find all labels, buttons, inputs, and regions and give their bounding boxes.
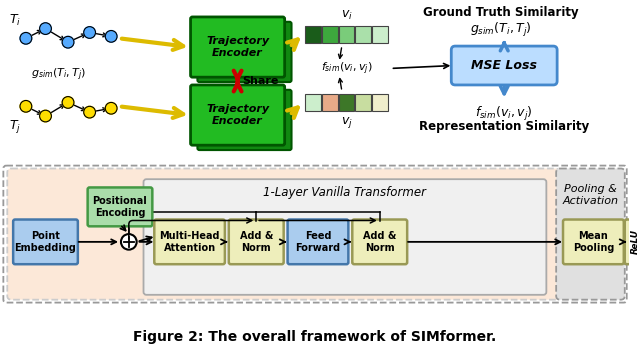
Text: $v_j$: $v_j$	[341, 115, 353, 130]
Bar	[372, 26, 388, 43]
Bar	[305, 26, 321, 43]
Text: 1-Layer Vanilla Transformer: 1-Layer Vanilla Transformer	[263, 186, 426, 199]
Text: $T_j$: $T_j$	[9, 118, 21, 135]
FancyBboxPatch shape	[7, 169, 559, 300]
FancyBboxPatch shape	[143, 179, 547, 295]
FancyBboxPatch shape	[287, 220, 348, 264]
Circle shape	[84, 106, 95, 118]
Circle shape	[62, 96, 74, 108]
Circle shape	[62, 36, 74, 48]
Text: $f_{sim}(v_i,v_j)$: $f_{sim}(v_i,v_j)$	[321, 60, 372, 77]
Circle shape	[20, 33, 32, 44]
Text: MSE Loss: MSE Loss	[471, 59, 537, 72]
Text: Trajectory
Encoder: Trajectory Encoder	[206, 36, 269, 58]
FancyBboxPatch shape	[228, 220, 284, 264]
Text: Positional
Encoding: Positional Encoding	[93, 196, 147, 218]
Text: $T_i$: $T_i$	[9, 13, 21, 28]
FancyBboxPatch shape	[352, 220, 407, 264]
FancyBboxPatch shape	[197, 22, 291, 82]
FancyBboxPatch shape	[88, 187, 152, 226]
Bar	[322, 94, 337, 111]
Circle shape	[40, 110, 51, 122]
Circle shape	[20, 101, 32, 112]
Bar	[355, 94, 371, 111]
Text: Point
Embedding: Point Embedding	[15, 231, 76, 253]
FancyBboxPatch shape	[191, 17, 285, 77]
Text: $f_{sim}(v_i,v_j)$: $f_{sim}(v_i,v_j)$	[476, 105, 533, 123]
Text: Add &
Norm: Add & Norm	[363, 231, 396, 253]
Bar	[355, 26, 371, 43]
Text: ReLU: ReLU	[631, 229, 640, 254]
Text: Multi-Head
Attention: Multi-Head Attention	[159, 231, 220, 253]
Text: Pooling &
Activation: Pooling & Activation	[563, 184, 618, 206]
Circle shape	[40, 23, 51, 34]
Circle shape	[84, 27, 95, 38]
Text: $g_{sim}(T_i,T_j)$: $g_{sim}(T_i,T_j)$	[470, 21, 532, 39]
Circle shape	[106, 102, 117, 114]
Circle shape	[106, 31, 117, 42]
Text: Trajectory
Encoder: Trajectory Encoder	[206, 104, 269, 126]
Text: Share: Share	[243, 76, 279, 86]
Text: Ground Truth Similarity: Ground Truth Similarity	[424, 6, 579, 19]
FancyBboxPatch shape	[451, 46, 557, 85]
Bar	[339, 94, 355, 111]
FancyBboxPatch shape	[197, 90, 291, 150]
FancyBboxPatch shape	[13, 220, 78, 264]
Text: $g_{sim}(T_i,T_j)$: $g_{sim}(T_i,T_j)$	[31, 67, 86, 83]
FancyBboxPatch shape	[154, 220, 225, 264]
FancyBboxPatch shape	[625, 220, 640, 264]
Circle shape	[121, 234, 137, 249]
Text: $v_i$: $v_i$	[341, 9, 353, 22]
Text: Figure 2: The overall framework of SIMformer.: Figure 2: The overall framework of SIMfo…	[133, 330, 497, 344]
Text: Feed
Forward: Feed Forward	[296, 231, 340, 253]
Text: Add &
Norm: Add & Norm	[239, 231, 273, 253]
Bar	[339, 26, 355, 43]
Bar	[372, 94, 388, 111]
FancyBboxPatch shape	[556, 169, 625, 300]
Bar	[322, 26, 337, 43]
Text: Representation Similarity: Representation Similarity	[419, 120, 589, 133]
FancyBboxPatch shape	[191, 85, 285, 145]
Bar	[305, 94, 321, 111]
Text: Mean
Pooling: Mean Pooling	[573, 231, 614, 253]
FancyBboxPatch shape	[563, 220, 624, 264]
